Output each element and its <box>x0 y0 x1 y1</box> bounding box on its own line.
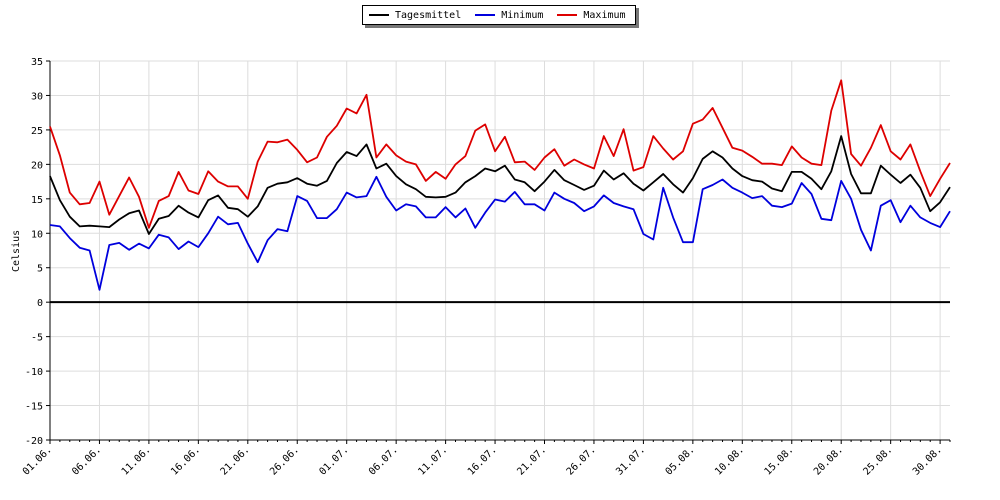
legend: Tagesmittel Minimum Maximum <box>362 5 636 25</box>
x-tick-label-12: 31.07. <box>614 444 647 477</box>
x-tick-label-6: 01.07. <box>318 444 351 477</box>
series-group <box>49 79 951 291</box>
x-tick-label-16: 20.08. <box>812 444 845 477</box>
legend-swatch-minimum <box>475 14 496 16</box>
y-tick-label-10: -15 <box>25 402 43 413</box>
y-tick-label-8: -5 <box>31 333 43 344</box>
series-line-minimum <box>49 175 951 291</box>
grid <box>49 60 950 441</box>
x-tick-label-8: 11.07. <box>416 444 449 477</box>
x-tick-label-17: 25.08. <box>861 444 894 477</box>
y-tick-label-5: 10 <box>31 229 43 240</box>
x-tick-label-9: 16.07. <box>466 444 499 477</box>
x-tick-label-0: 01.06. <box>21 444 54 477</box>
x-tick-label-3: 16.06. <box>169 444 202 477</box>
x-tick-label-1: 06.06. <box>70 444 103 477</box>
x-tick-label-5: 26.06. <box>268 444 301 477</box>
x-tick-label-13: 05.08. <box>664 444 697 477</box>
y-tick-label-7: 0 <box>37 298 43 309</box>
legend-item-tagesmittel: Tagesmittel <box>369 10 461 21</box>
y-tick-label-2: 25 <box>31 126 43 137</box>
y-tick-label-11: -20 <box>25 436 43 447</box>
legend-label-maximum: Maximum <box>583 9 626 21</box>
series-line-maximum <box>49 79 951 229</box>
y-tick-label-0: 35 <box>31 57 43 68</box>
y-tick-label-3: 20 <box>31 160 43 171</box>
legend-item-maximum: Maximum <box>557 9 626 21</box>
y-tick-label-1: 30 <box>31 91 43 102</box>
x-tick-label-7: 06.07. <box>367 444 400 477</box>
x-tick-label-4: 21.06. <box>219 444 252 477</box>
x-tick-label-18: 30.08. <box>911 444 944 477</box>
legend-label-tagesmittel: Tagesmittel <box>395 9 462 21</box>
y-tick-label-4: 15 <box>31 195 43 206</box>
x-tick-label-11: 26.07. <box>565 444 598 477</box>
legend-swatch-maximum <box>557 14 578 16</box>
legend-label-minimum: Minimum <box>501 9 544 21</box>
y-tick-label-9: -10 <box>25 367 43 378</box>
legend-swatch-tagesmittel <box>369 14 389 16</box>
y-tick-label-6: 5 <box>37 264 43 275</box>
x-tick-label-15: 15.08. <box>763 444 796 477</box>
series-line-tagesmittel <box>49 135 951 235</box>
x-tick-label-2: 11.06. <box>120 444 153 477</box>
legend-item-minimum: Minimum <box>475 10 543 21</box>
x-tick-label-10: 21.07. <box>515 444 548 477</box>
x-tick-label-14: 10.08. <box>713 444 746 477</box>
